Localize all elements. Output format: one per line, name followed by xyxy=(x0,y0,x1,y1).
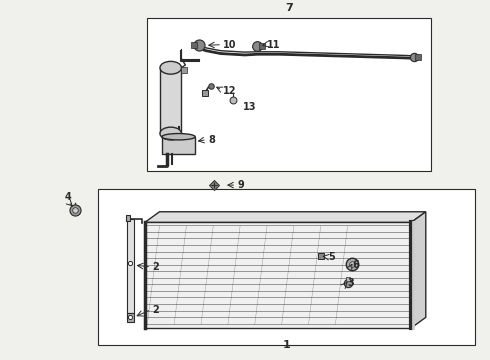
Polygon shape xyxy=(127,313,134,322)
Text: 3: 3 xyxy=(347,278,354,288)
Text: 2: 2 xyxy=(152,305,159,315)
Bar xyxy=(147,18,431,171)
Text: 8: 8 xyxy=(208,135,215,145)
Text: 11: 11 xyxy=(267,40,280,50)
Text: 1: 1 xyxy=(283,341,291,350)
Text: 9: 9 xyxy=(238,180,245,190)
Ellipse shape xyxy=(160,61,181,74)
Polygon shape xyxy=(145,212,426,222)
Text: 5: 5 xyxy=(328,252,335,262)
Polygon shape xyxy=(126,215,130,221)
Polygon shape xyxy=(145,222,411,328)
Text: 7: 7 xyxy=(285,3,293,13)
Text: 12: 12 xyxy=(223,86,237,96)
Text: 2: 2 xyxy=(152,262,159,272)
Text: 6: 6 xyxy=(352,260,359,270)
Text: 4: 4 xyxy=(65,192,72,202)
Polygon shape xyxy=(127,219,134,313)
Ellipse shape xyxy=(160,127,181,140)
Text: 13: 13 xyxy=(243,102,256,112)
Bar xyxy=(160,68,181,134)
Bar xyxy=(98,189,475,345)
Ellipse shape xyxy=(162,134,195,140)
Text: 10: 10 xyxy=(223,40,237,50)
Bar xyxy=(162,137,195,154)
Polygon shape xyxy=(411,212,426,328)
